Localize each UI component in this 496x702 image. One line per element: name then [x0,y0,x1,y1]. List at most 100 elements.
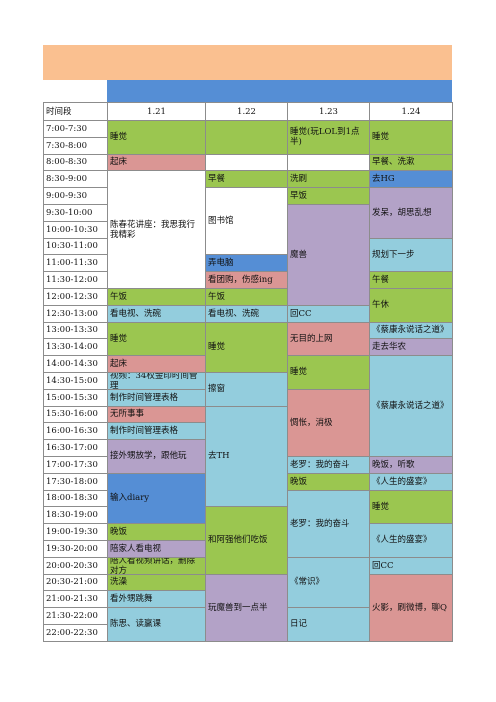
schedule-cell: 洗刷 [287,170,370,189]
time-cell: 15:30-16:00 [43,405,108,424]
schedule-cell: 火影，刷微博，聊Q [369,573,453,642]
schedule-cell: 视频：34权金印时间管理 [107,372,206,390]
schedule-cell: 午饭 [205,288,288,306]
schedule-cell: 玩魔兽到一点半 [205,573,288,642]
schedule-cell: 晚饭 [287,472,370,491]
schedule-cell: 《人生的盛宴》 [369,472,453,491]
time-cell: 12:00-12:30 [43,288,108,306]
schedule-cell: 午餐 [369,271,453,289]
schedule-cell: 弄电脑 [205,254,288,273]
header-cell: 1.24 [369,102,453,121]
schedule-cell: 制作时间管理表格 [107,388,206,407]
time-cell: 11:00-11:30 [43,254,108,273]
time-cell: 16:00-16:30 [43,422,108,441]
header-cell: 1.22 [205,102,288,121]
schedule-cell: 老罗：我的奋斗 [287,456,370,474]
time-cell: 8:30-9:00 [43,170,108,189]
schedule-cell: 晚饭 [107,523,206,541]
schedule-cell: 回CC [287,304,370,323]
schedule-cell: 睡觉 [287,355,370,390]
time-cell: 14:30-15:00 [43,372,108,390]
time-cell: 7:00-7:30 [43,120,108,138]
schedule-cell: 晚饭，听歌 [369,456,453,474]
banner [43,45,452,80]
schedule-cell: 起床 [107,153,206,172]
schedule-cell: 睡觉 [107,321,206,357]
header-bar [107,80,452,102]
schedule-cell: 惆怅，消极 [287,388,370,457]
time-cell: 14:00-14:30 [43,355,108,373]
schedule-cell: 睡觉 [107,120,206,155]
time-cell: 18:00-18:30 [43,489,108,508]
schedule-cell: 洗澡 [107,573,206,592]
time-cell: 21:00-21:30 [43,590,108,609]
schedule-cell: 日记 [287,607,370,642]
time-cell: 9:30-10:00 [43,204,108,222]
schedule-cell: 无所事事 [107,405,206,424]
time-cell: 8:00-8:30 [43,153,108,172]
schedule-cell: 睡觉(玩LOL到1点半) [287,120,370,155]
time-cell: 9:00-9:30 [43,187,108,205]
time-cell: 19:30-20:00 [43,540,108,558]
schedule-cell: 看电视、洗碗 [205,304,288,323]
schedule-cell: 陈思、读赢课 [107,607,206,642]
time-cell: 13:00-13:30 [43,321,108,340]
header-cell: 1.23 [287,102,370,121]
time-cell: 7:30-8:00 [43,136,108,155]
schedule-cell: 回CC [369,556,453,575]
time-cell: 15:00-15:30 [43,388,108,407]
schedule-cell: 看外甥跳舞 [107,590,206,609]
schedule-cell: 接外甥放学，跟他玩 [107,439,206,474]
schedule-cell: 《蔡康永说话之道》 [369,355,453,457]
time-cell: 16:30-17:00 [43,439,108,457]
time-cell: 21:30-22:00 [43,607,108,625]
schedule-cell: 无目的上网 [287,321,370,357]
schedule-cell: 看电视、洗碗 [107,304,206,323]
schedule-cell: 睡觉 [369,120,453,155]
schedule-cell: 起床 [107,355,206,373]
schedule-cell [205,120,288,155]
schedule-cell: 规划下一步 [369,237,453,273]
time-cell: 13:30-14:00 [43,338,108,357]
schedule-cell: 去TH [205,405,288,508]
schedule-cell: 输入diary [107,472,206,525]
schedule-cell: 《人生的盛宴》 [369,523,453,558]
schedule-cell: 早餐、洗漱 [369,153,453,172]
header-cell: 时间段 [43,102,108,121]
time-cell: 22:00-22:30 [43,624,108,642]
schedule-cell [287,153,370,172]
schedule-cell: 老罗：我的奋斗 [287,489,370,558]
schedule-cell: 午休 [369,288,453,323]
schedule-cell: 魔兽 [287,204,370,306]
time-cell: 18:30-19:00 [43,506,108,525]
schedule-cell: 睡觉 [369,489,453,525]
schedule-cell: 陪家人看电视 [107,540,206,558]
schedule-cell: 擦窗 [205,372,288,407]
time-cell: 10:30-11:00 [43,237,108,256]
schedule-cell: 陈春花讲座：我思我行我精彩 [107,170,206,289]
time-cell: 19:00-19:30 [43,523,108,541]
schedule-cell: 《常识》 [287,556,370,609]
time-cell: 12:30-13:00 [43,304,108,323]
schedule-cell: 早饭 [287,187,370,205]
schedule-cell: 看团购，伤感ing [205,271,288,289]
schedule-cell: 睡觉 [205,321,288,373]
schedule-cell: 制作时间管理表格 [107,422,206,441]
schedule-cell: 和阿强他们吃饭 [205,506,288,575]
schedule-cell: 午饭 [107,288,206,306]
time-cell: 20:30-21:00 [43,573,108,592]
schedule-cell: 去HG [369,170,453,189]
schedule-cell: 早餐 [205,170,288,189]
time-cell: 20:00-20:30 [43,556,108,575]
time-cell: 11:30-12:00 [43,271,108,289]
schedule-cell: 走去华农 [369,338,453,357]
header-cell: 1.21 [107,102,206,121]
time-cell: 17:30-18:00 [43,472,108,491]
schedule-cell: 陪人看视频讲话，删除对方 [107,556,206,575]
schedule-cell: 《蔡康永说话之道》 [369,321,453,340]
time-cell: 10:00-10:30 [43,220,108,239]
schedule-cell: 发呆，胡思乱想 [369,187,453,239]
time-cell: 17:00-17:30 [43,456,108,474]
schedule-cell: 图书馆 [205,187,288,256]
